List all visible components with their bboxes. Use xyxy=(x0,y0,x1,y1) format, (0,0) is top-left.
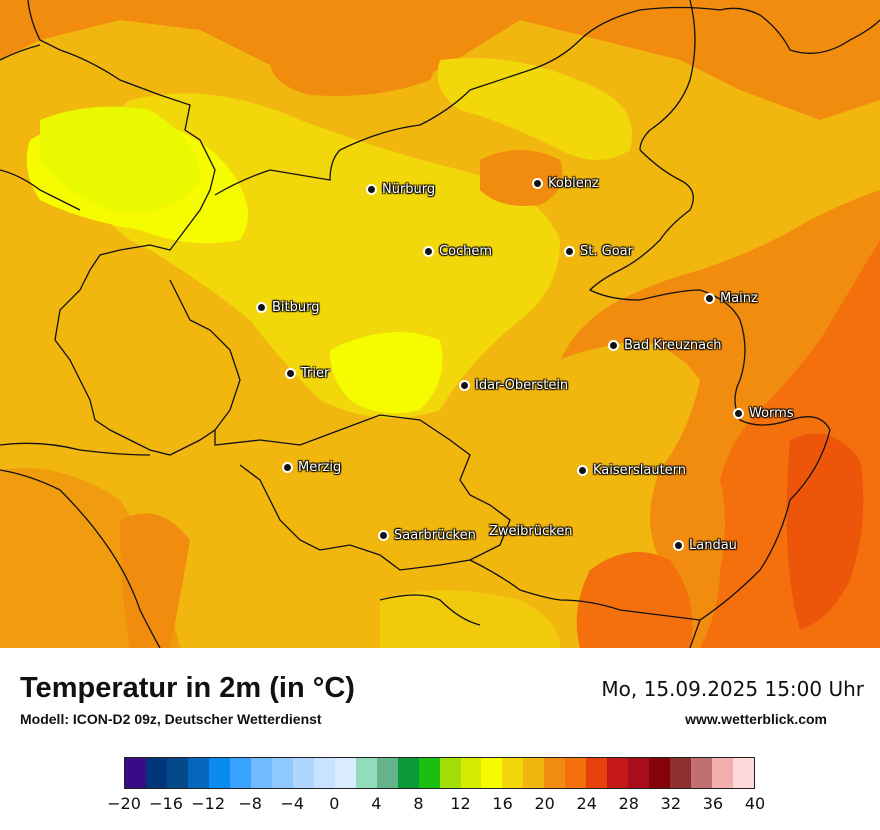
city-marker-st-goar: St. Goar xyxy=(564,244,633,259)
legend-tick-label: −12 xyxy=(191,794,226,813)
city-marker-nurburg: Nürburg xyxy=(366,182,435,197)
legend-swatch xyxy=(607,758,629,788)
temperature-map xyxy=(0,0,880,648)
legend-tick-label: −16 xyxy=(149,794,183,813)
legend-swatch xyxy=(670,758,692,788)
legend-swatch xyxy=(523,758,545,788)
city-label: St. Goar xyxy=(580,244,633,259)
city-marker-merzig: Merzig xyxy=(282,460,341,475)
legend-swatch xyxy=(187,758,209,788)
city-marker-landau: Landau xyxy=(673,538,737,553)
legend-tick-label: 28 xyxy=(618,794,639,813)
city-label: Koblenz xyxy=(548,176,599,191)
city-marker-idar-oberstein: Idar-Oberstein xyxy=(459,378,568,393)
legend-swatch xyxy=(712,758,734,788)
city-dot-icon xyxy=(564,246,575,257)
city-marker-cochem: Cochem xyxy=(423,244,492,259)
city-dot-icon xyxy=(285,368,296,379)
city-dot-icon xyxy=(733,408,744,419)
city-marker-worms: Worms xyxy=(733,406,794,421)
legend-tick-label: −20 xyxy=(107,794,141,813)
city-marker-kaiserslautern: Kaiserslautern xyxy=(577,463,686,478)
temperature-field xyxy=(0,0,880,648)
legend-swatch xyxy=(376,758,398,788)
legend-swatch xyxy=(733,758,755,788)
city-label: Kaiserslautern xyxy=(593,463,687,478)
city-dot-icon xyxy=(378,530,389,541)
city-dot-icon xyxy=(459,380,470,391)
color-legend xyxy=(124,757,755,789)
legend-swatch xyxy=(586,758,608,788)
legend-tick-label: 4 xyxy=(371,794,382,813)
legend-swatch xyxy=(460,758,482,788)
city-label: Merzig xyxy=(298,460,342,475)
model-subtitle: Modell: ICON-D2 09z, Deutscher Wetterdie… xyxy=(20,711,322,727)
city-marker-bad-kreuznach: Bad Kreuznach xyxy=(608,338,722,353)
city-label: Nürburg xyxy=(382,182,436,197)
city-label: Saarbrücken xyxy=(394,528,476,543)
legend-swatch xyxy=(418,758,440,788)
map-title: Temperatur in 2m (in °C) xyxy=(20,672,355,704)
legend-tick-label: −8 xyxy=(238,794,262,813)
legend-swatch xyxy=(313,758,335,788)
city-marker-saarbrucken: Saarbrücken xyxy=(378,528,476,543)
city-dot-icon xyxy=(256,302,267,313)
legend-swatch xyxy=(355,758,377,788)
legend-tick-label: 16 xyxy=(492,794,513,813)
legend-swatch xyxy=(145,758,167,788)
city-label: Cochem xyxy=(439,244,493,259)
legend-swatch xyxy=(271,758,293,788)
city-marker-bitburg: Bitburg xyxy=(256,300,320,315)
legend-swatch xyxy=(544,758,566,788)
legend-swatch xyxy=(649,758,671,788)
city-dot-icon xyxy=(704,293,715,304)
legend-swatch xyxy=(334,758,356,788)
legend-tick-label: 40 xyxy=(744,794,766,813)
legend-swatch xyxy=(125,758,146,788)
legend-swatch xyxy=(628,758,650,788)
legend-swatch xyxy=(166,758,188,788)
city-marker-trier: Trier xyxy=(285,366,329,381)
city-label: Zweibrücken xyxy=(489,524,573,539)
legend-tick-label: −4 xyxy=(280,794,305,813)
legend-swatch xyxy=(502,758,524,788)
legend-tick-label: 20 xyxy=(534,794,555,813)
city-marker-zweibrucken: Zweibrücken xyxy=(489,524,572,539)
city-label: Idar-Oberstein xyxy=(475,378,569,393)
legend-swatch xyxy=(439,758,461,788)
city-marker-koblenz: Koblenz xyxy=(532,176,599,191)
website-link[interactable]: www.wetterblick.com xyxy=(685,711,827,727)
legend-swatch xyxy=(250,758,272,788)
legend-swatch xyxy=(397,758,419,788)
legend-ticks: −20 −16 −12 −8 −4 0 4 8 12 16 20 24 28 32 36 40 xyxy=(107,794,765,816)
city-label: Landau xyxy=(689,538,737,553)
legend-tick-label: 0 xyxy=(329,794,340,813)
city-dot-icon xyxy=(673,540,684,551)
city-dot-icon xyxy=(608,340,619,351)
legend-swatch xyxy=(229,758,251,788)
city-label: Trier xyxy=(301,366,330,381)
city-label: Mainz xyxy=(720,291,758,306)
legend-tick-label: 36 xyxy=(702,794,724,813)
city-dot-icon xyxy=(532,178,543,189)
legend-tick-label: 32 xyxy=(660,794,682,813)
city-dot-icon xyxy=(577,465,588,476)
legend-swatch xyxy=(208,758,230,788)
legend-swatch xyxy=(292,758,314,788)
city-dot-icon xyxy=(366,184,377,195)
legend-swatch xyxy=(565,758,587,788)
legend-tick-label: 8 xyxy=(413,794,424,813)
legend-tick-label: 12 xyxy=(450,794,471,813)
forecast-datetime: Mo, 15.09.2025 15:00 Uhr xyxy=(601,677,864,701)
legend-swatch xyxy=(481,758,503,788)
city-marker-mainz: Mainz xyxy=(704,291,758,306)
city-label: Bad Kreuznach xyxy=(624,338,722,353)
legend-swatch xyxy=(691,758,713,788)
city-label: Worms xyxy=(749,406,794,421)
city-label: Bitburg xyxy=(272,300,320,315)
city-dot-icon xyxy=(282,462,293,473)
legend-tick-label: 24 xyxy=(576,794,597,813)
city-dot-icon xyxy=(423,246,434,257)
